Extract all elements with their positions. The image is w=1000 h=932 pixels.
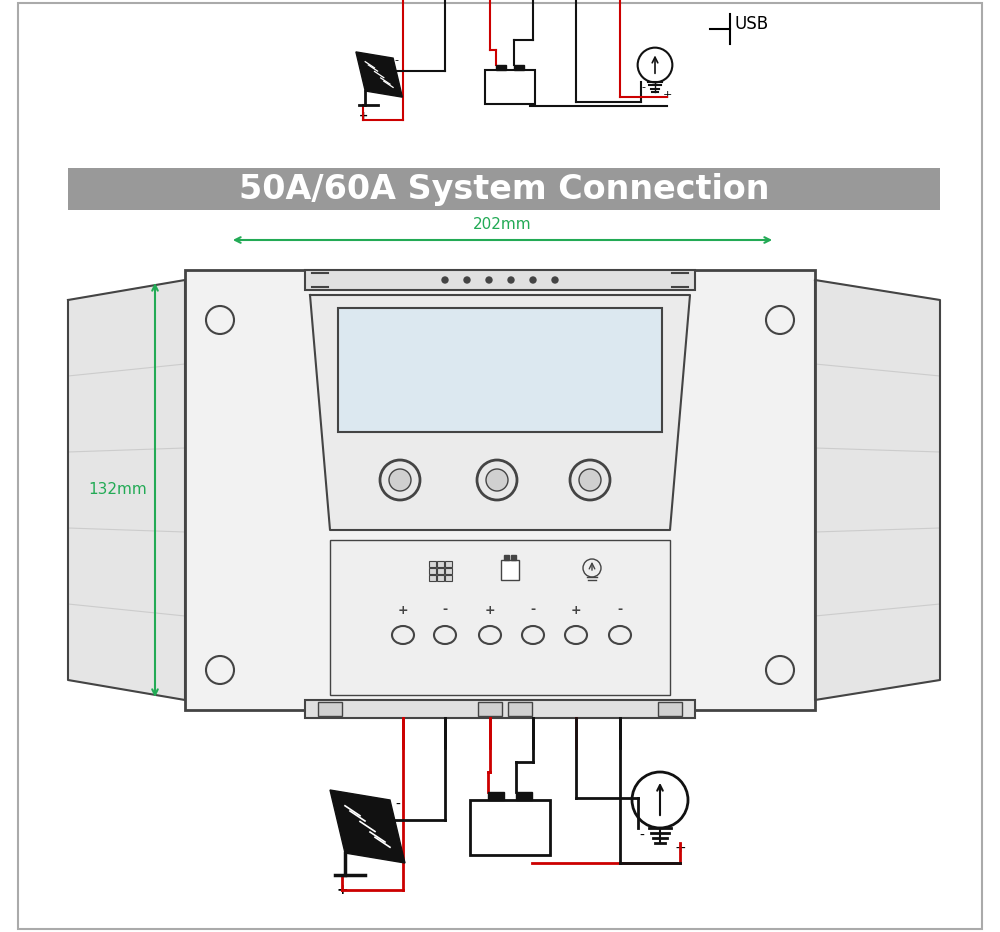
FancyBboxPatch shape: [501, 560, 519, 580]
FancyBboxPatch shape: [185, 270, 815, 710]
Text: 202mm: 202mm: [473, 217, 532, 232]
Text: +: +: [484, 820, 500, 839]
Circle shape: [464, 277, 470, 283]
FancyBboxPatch shape: [429, 561, 436, 567]
FancyBboxPatch shape: [68, 168, 940, 210]
Text: +: +: [485, 604, 495, 616]
Text: +: +: [398, 604, 408, 616]
FancyBboxPatch shape: [508, 702, 532, 716]
Polygon shape: [815, 280, 940, 700]
Text: -: -: [642, 82, 646, 92]
Polygon shape: [310, 295, 690, 530]
Polygon shape: [514, 65, 524, 70]
Text: -: -: [530, 604, 536, 616]
Text: +: +: [663, 89, 672, 100]
FancyBboxPatch shape: [18, 3, 982, 929]
FancyBboxPatch shape: [478, 702, 502, 716]
Text: -: -: [521, 820, 529, 839]
Circle shape: [389, 469, 411, 491]
FancyBboxPatch shape: [445, 561, 452, 567]
Text: +: +: [359, 111, 368, 121]
FancyBboxPatch shape: [437, 561, 444, 567]
Polygon shape: [511, 555, 516, 560]
Text: -: -: [442, 604, 448, 616]
Text: -: -: [516, 81, 522, 97]
FancyBboxPatch shape: [318, 702, 342, 716]
Polygon shape: [516, 792, 532, 800]
Circle shape: [579, 469, 601, 491]
Circle shape: [486, 277, 492, 283]
Circle shape: [570, 460, 610, 500]
Text: 50A/60A System Connection: 50A/60A System Connection: [239, 172, 769, 205]
Text: +: +: [336, 883, 348, 897]
FancyBboxPatch shape: [445, 568, 452, 574]
Text: -: -: [617, 604, 623, 616]
Circle shape: [477, 460, 517, 500]
Text: USB: USB: [735, 15, 769, 33]
Text: 132mm: 132mm: [88, 483, 147, 498]
Polygon shape: [504, 555, 509, 560]
Circle shape: [486, 469, 508, 491]
Circle shape: [552, 277, 558, 283]
Polygon shape: [496, 65, 506, 70]
FancyBboxPatch shape: [437, 575, 444, 581]
Text: -: -: [640, 829, 644, 843]
Text: -: -: [395, 56, 399, 65]
FancyBboxPatch shape: [338, 308, 662, 432]
FancyBboxPatch shape: [470, 800, 550, 855]
FancyBboxPatch shape: [437, 568, 444, 574]
Polygon shape: [356, 52, 402, 97]
Text: +: +: [492, 81, 505, 97]
FancyBboxPatch shape: [658, 702, 682, 716]
Circle shape: [530, 277, 536, 283]
Polygon shape: [330, 790, 405, 863]
Circle shape: [380, 460, 420, 500]
Circle shape: [508, 277, 514, 283]
Polygon shape: [68, 280, 185, 700]
FancyBboxPatch shape: [429, 575, 436, 581]
FancyBboxPatch shape: [330, 540, 670, 695]
Text: -: -: [396, 798, 400, 812]
Text: +: +: [674, 841, 686, 855]
FancyBboxPatch shape: [485, 70, 535, 104]
FancyBboxPatch shape: [445, 575, 452, 581]
FancyBboxPatch shape: [305, 270, 695, 290]
Polygon shape: [488, 792, 504, 800]
FancyBboxPatch shape: [305, 700, 695, 718]
Text: +: +: [571, 604, 581, 616]
Circle shape: [442, 277, 448, 283]
FancyBboxPatch shape: [429, 568, 436, 574]
